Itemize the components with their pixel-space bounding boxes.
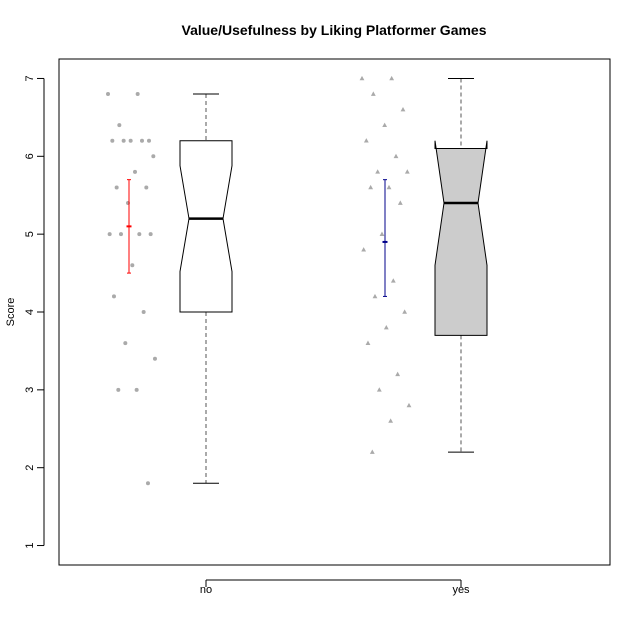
data-point-yes — [389, 75, 395, 81]
x-tick-label: no — [200, 584, 212, 596]
data-point-yes — [375, 169, 381, 174]
data-point-no — [111, 294, 116, 299]
data-point-no — [145, 481, 150, 486]
notched-box — [179, 140, 233, 313]
notched-box — [434, 140, 488, 336]
data-point-no — [144, 185, 149, 190]
data-point-no — [139, 138, 144, 143]
data-point-no — [116, 387, 121, 392]
data-point-yes — [363, 138, 369, 143]
data-point-yes — [361, 247, 367, 252]
data-point-no — [146, 138, 151, 143]
chart-title: Value/Usefulness by Liking Platformer Ga… — [182, 22, 487, 38]
plot-area-frame — [58, 58, 611, 566]
mean-ci-yes — [382, 179, 388, 297]
data-point-no — [107, 232, 112, 237]
data-point-yes — [388, 418, 394, 423]
data-point-no — [135, 92, 140, 97]
data-point-yes — [379, 231, 385, 236]
points — [106, 75, 412, 486]
data-point-no — [130, 263, 135, 268]
data-point-no — [117, 123, 122, 128]
data-point-yes — [386, 184, 392, 190]
data-point-yes — [402, 309, 408, 314]
y-axis: 1 2 3 4 5 6 7 — [24, 75, 45, 549]
mean-ci-bars — [126, 179, 388, 297]
data-point-no — [134, 387, 139, 392]
box-yes — [434, 77, 488, 453]
y-tick-label: 1 — [24, 542, 36, 548]
data-point-no — [137, 232, 142, 237]
data-point-yes — [382, 122, 388, 127]
y-tick-label: 4 — [24, 309, 36, 315]
data-point-no — [141, 310, 146, 314]
data-point-yes — [390, 278, 396, 283]
y-tick-label: 7 — [24, 75, 36, 81]
data-point-yes — [406, 402, 412, 408]
y-axis-label: Score — [5, 298, 17, 327]
data-point-no — [106, 92, 110, 97]
y-tick-label: 3 — [24, 387, 36, 393]
y-tick-label: 6 — [24, 153, 36, 159]
x-tick-label: yes — [452, 584, 470, 596]
data-point-yes — [383, 324, 389, 330]
data-point-yes — [397, 200, 403, 205]
data-point-yes — [359, 75, 365, 81]
data-point-yes — [369, 449, 375, 454]
mean-ci-no — [126, 179, 132, 274]
data-point-no — [128, 138, 133, 143]
data-point-yes — [370, 91, 376, 96]
data-point-yes — [365, 340, 371, 345]
data-point-yes — [376, 387, 382, 392]
y-tick-label: 2 — [24, 465, 36, 471]
data-point-no — [151, 154, 156, 159]
data-point-yes — [368, 184, 374, 190]
x-axis: no yes — [200, 579, 470, 596]
data-point-yes — [372, 293, 378, 299]
data-point-yes — [395, 371, 401, 377]
box-no — [179, 93, 233, 484]
data-point-no — [121, 138, 126, 143]
y-tick-label: 5 — [24, 231, 36, 237]
data-point-no — [114, 185, 119, 190]
data-point-yes — [393, 153, 399, 159]
boxes — [179, 77, 488, 484]
data-point-no — [110, 138, 115, 143]
data-point-no — [118, 232, 123, 237]
data-point-yes — [404, 169, 410, 174]
data-point-no — [132, 169, 137, 174]
data-point-no — [152, 356, 157, 361]
data-point-yes — [400, 107, 406, 112]
data-point-no — [148, 232, 153, 237]
data-point-no — [123, 341, 128, 346]
